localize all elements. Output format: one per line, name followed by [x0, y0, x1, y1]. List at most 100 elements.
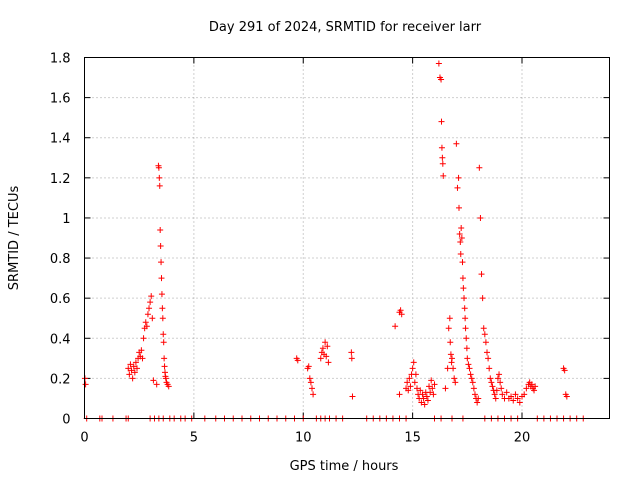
data-point [469, 379, 476, 386]
data-point [130, 363, 137, 370]
data-point [476, 164, 483, 171]
data-point [510, 397, 517, 404]
data-point [514, 395, 521, 402]
data-point [454, 184, 461, 191]
data-point [470, 385, 477, 392]
data-point [348, 355, 355, 362]
data-point [317, 355, 324, 362]
data-point [435, 60, 442, 67]
data-point [492, 395, 499, 402]
data-point [455, 174, 462, 181]
data-point [499, 391, 506, 398]
data-point [466, 365, 473, 372]
data-point [438, 76, 445, 83]
data-point [138, 347, 145, 354]
data-point [498, 385, 505, 392]
data-point [398, 311, 405, 318]
data-point [512, 391, 519, 398]
y-tick-label: 0.2 [50, 372, 71, 387]
data-point [420, 395, 427, 402]
data-point [404, 379, 411, 386]
data-point [439, 160, 446, 167]
data-point [143, 323, 150, 330]
data-point [126, 371, 133, 378]
chart-title: Day 291 of 2024, SRMTID for receiver lar… [209, 20, 482, 35]
data-point [319, 345, 326, 352]
data-point [412, 371, 419, 378]
x-tick-label: 20 [514, 431, 531, 446]
data-point [465, 361, 472, 368]
data-point [563, 393, 570, 400]
data-point [349, 393, 356, 400]
axis-ticks: 0 0.2 0.4 0.6 0.8 1 1.2 1.4 1.6 1.8 0 5 10 15 20 [50, 52, 610, 446]
data-point [156, 174, 163, 181]
data-point [459, 259, 466, 266]
data-point [159, 305, 166, 312]
data-point [450, 365, 457, 372]
data-point [307, 379, 314, 386]
data-points [81, 60, 587, 422]
data-point [523, 385, 530, 392]
data-point [409, 365, 416, 372]
data-point [474, 399, 481, 406]
data-point [462, 325, 469, 332]
data-point [309, 385, 315, 392]
y-tick-label: 0.6 [50, 292, 71, 307]
data-point [463, 335, 470, 342]
data-point [139, 355, 146, 362]
data-point [157, 243, 164, 250]
data-point [348, 349, 355, 356]
data-point [324, 343, 331, 350]
y-tick-label: 0.4 [50, 332, 71, 347]
data-point [128, 367, 135, 374]
y-axis-label: SRMTID / TECUs [7, 186, 22, 291]
data-point [132, 359, 139, 366]
data-point [458, 235, 465, 241]
data-point [146, 305, 153, 312]
data-point [158, 291, 165, 298]
data-point [467, 371, 474, 378]
data-point [144, 311, 151, 318]
data-point [503, 389, 510, 396]
data-point [487, 375, 494, 382]
data-point [481, 331, 488, 338]
data-point [486, 365, 493, 372]
data-point [464, 355, 471, 362]
data-point [127, 361, 134, 368]
data-point [428, 377, 435, 384]
data-point [447, 339, 454, 346]
data-point [457, 251, 464, 258]
data-point [155, 164, 162, 171]
data-point [477, 214, 484, 221]
data-point [431, 381, 438, 388]
data-point [440, 172, 447, 179]
data-point [516, 399, 523, 406]
data-point [494, 375, 501, 382]
data-point [305, 363, 312, 370]
grid-lines [84, 57, 610, 419]
data-point [493, 387, 500, 394]
data-point [531, 387, 538, 394]
data-point [148, 293, 155, 300]
y-tick-label: 0.8 [50, 252, 71, 267]
data-point [411, 379, 418, 386]
data-point [310, 391, 317, 398]
data-point [442, 385, 449, 392]
data-point [485, 355, 492, 362]
x-axis-label: GPS time / hours [290, 459, 399, 474]
data-point [452, 379, 459, 386]
data-point [414, 385, 420, 392]
data-point [396, 391, 403, 398]
data-point [165, 383, 172, 390]
data-point [451, 375, 458, 382]
data-point [446, 315, 453, 322]
data-point [161, 355, 168, 362]
data-point [447, 351, 454, 358]
data-point [478, 271, 485, 278]
plot-frame [84, 57, 610, 419]
data-point [294, 357, 301, 364]
data-point [158, 259, 165, 266]
data-point [489, 383, 496, 390]
data-point [150, 377, 157, 384]
